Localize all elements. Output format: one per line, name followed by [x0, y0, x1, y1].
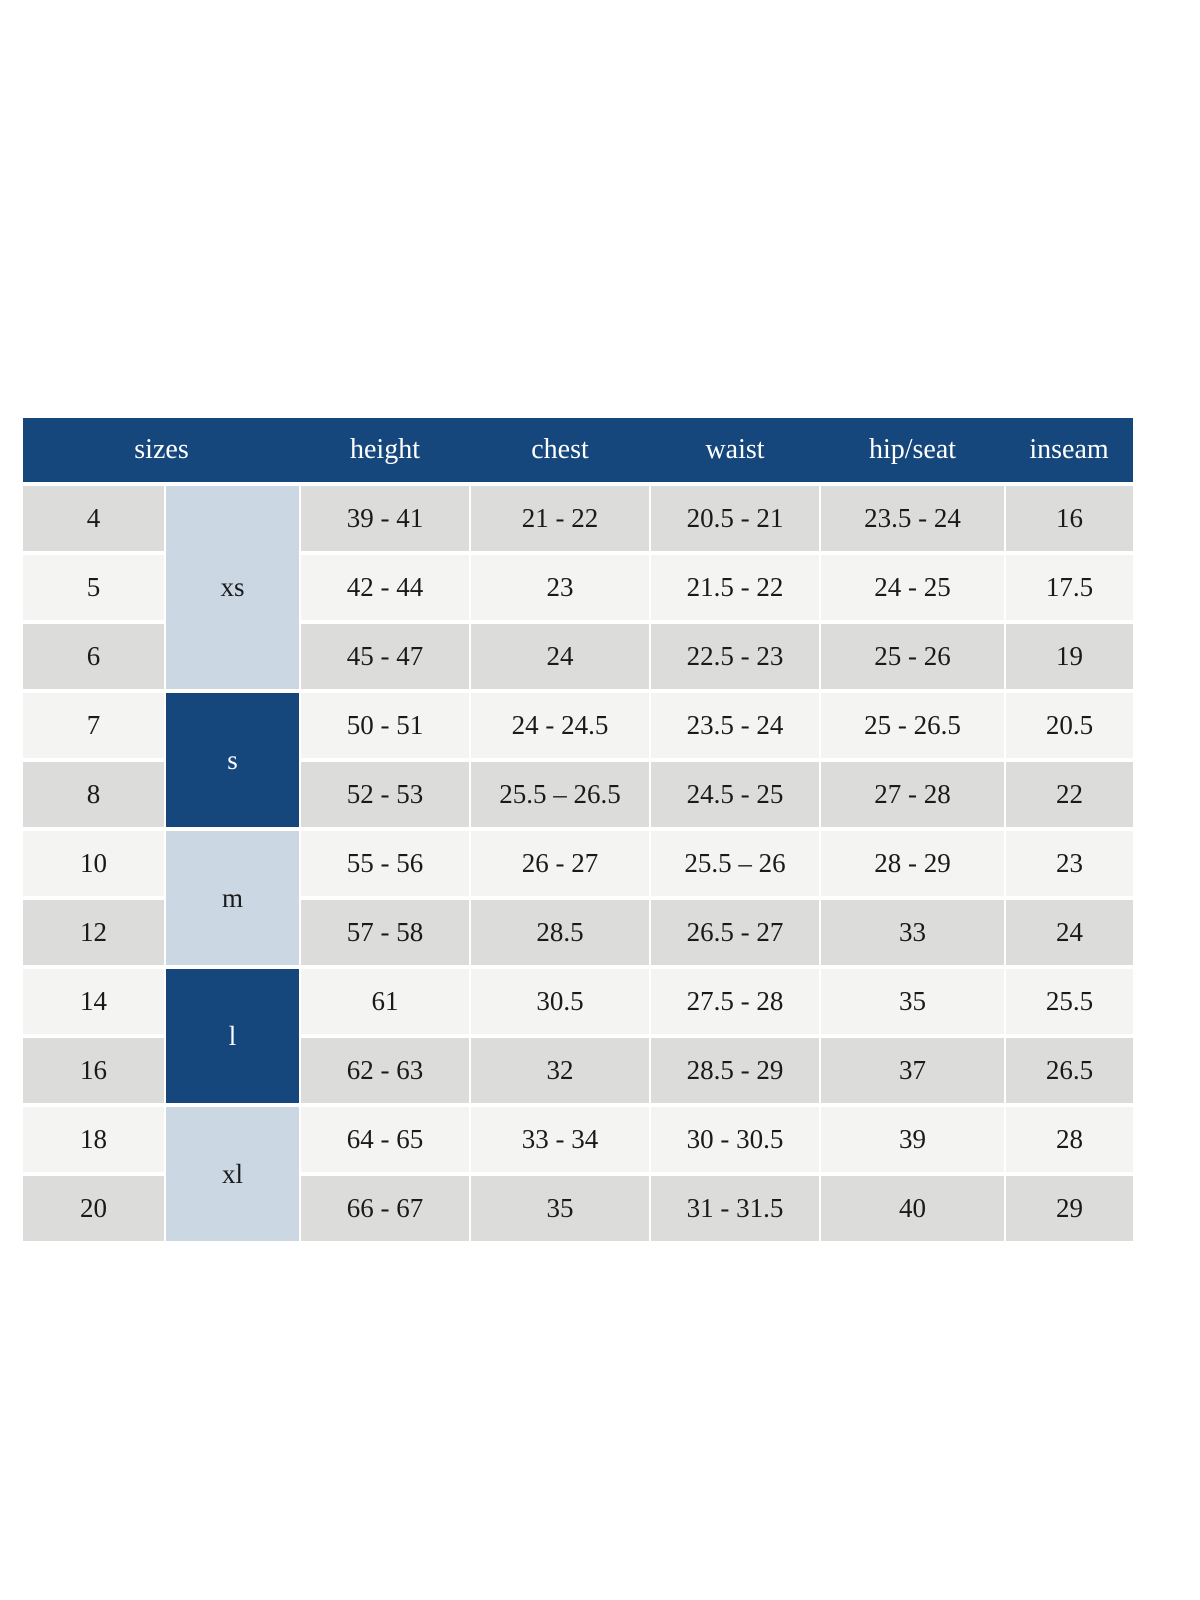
- inseam-cell: 23: [1005, 831, 1133, 896]
- group-cell-s: s: [165, 693, 300, 827]
- waist-cell: 24.5 - 25: [650, 762, 820, 827]
- height-cell: 66 - 67: [300, 1176, 470, 1241]
- inseam-cell: 28: [1005, 1107, 1133, 1172]
- chest-cell: 21 - 22: [470, 486, 650, 551]
- waist-cell: 25.5 – 26: [650, 831, 820, 896]
- height-cell: 55 - 56: [300, 831, 470, 896]
- height-cell: 52 - 53: [300, 762, 470, 827]
- table-row: 10 m 55 - 56 26 - 27 25.5 – 26 28 - 29 2…: [23, 831, 1133, 965]
- waist-cell: 22.5 - 23: [650, 624, 820, 689]
- size-cell: 18: [23, 1107, 165, 1172]
- size-cell: 10: [23, 831, 165, 896]
- header-cell-sizes: sizes: [23, 418, 300, 482]
- hip-seat-cell: 23.5 - 24: [820, 486, 1005, 551]
- chest-cell: 32: [470, 1038, 650, 1103]
- size-cell: 8: [23, 762, 165, 827]
- header-cell-inseam: inseam: [1005, 418, 1133, 482]
- header-cell-chest: chest: [470, 418, 650, 482]
- hip-seat-cell: 33: [820, 900, 1005, 965]
- chest-cell: 28.5: [470, 900, 650, 965]
- hip-seat-cell: 35: [820, 969, 1005, 1034]
- chest-cell: 25.5 – 26.5: [470, 762, 650, 827]
- inseam-cell: 24: [1005, 900, 1133, 965]
- hip-seat-cell: 39: [820, 1107, 1005, 1172]
- size-cell: 12: [23, 900, 165, 965]
- group-cell-xs: xs: [165, 486, 300, 689]
- size-cell: 6: [23, 624, 165, 689]
- table-row: 5 42 - 44 23 21.5 - 22 24 - 25 17.5: [23, 555, 1133, 620]
- table-row: 7 s 50 - 51 24 - 24.5 23.5 - 24 25 - 26.…: [23, 693, 1133, 827]
- height-cell: 50 - 51: [300, 693, 470, 758]
- table-row: 12 57 - 58 28.5 26.5 - 27 33 24: [23, 900, 1133, 965]
- table-row: 4 xs 39 - 41 21 - 22 20.5 - 21 23.5 - 24…: [23, 486, 1133, 689]
- table-row: 14 l 61 30.5 27.5 - 28 35 25.5: [23, 969, 1133, 1103]
- size-chart: sizes height chest waist hip/seat inseam…: [23, 414, 1133, 1245]
- chest-cell: 26 - 27: [470, 831, 650, 896]
- waist-cell: 28.5 - 29: [650, 1038, 820, 1103]
- size-cell: 5: [23, 555, 165, 620]
- inseam-cell: 17.5: [1005, 555, 1133, 620]
- height-cell: 64 - 65: [300, 1107, 470, 1172]
- group-cell-l: l: [165, 969, 300, 1103]
- waist-cell: 23.5 - 24: [650, 693, 820, 758]
- header-row: sizes height chest waist hip/seat inseam: [23, 418, 1133, 482]
- height-cell: 62 - 63: [300, 1038, 470, 1103]
- waist-cell: 26.5 - 27: [650, 900, 820, 965]
- height-cell: 45 - 47: [300, 624, 470, 689]
- size-cell: 7: [23, 693, 165, 758]
- chest-cell: 23: [470, 555, 650, 620]
- waist-cell: 30 - 30.5: [650, 1107, 820, 1172]
- inseam-cell: 29: [1005, 1176, 1133, 1241]
- inseam-cell: 16: [1005, 486, 1133, 551]
- header-cell-height: height: [300, 418, 470, 482]
- height-cell: 61: [300, 969, 470, 1034]
- chest-cell: 33 - 34: [470, 1107, 650, 1172]
- chest-cell: 35: [470, 1176, 650, 1241]
- table-row: 18 xl 64 - 65 33 - 34 30 - 30.5 39 28: [23, 1107, 1133, 1241]
- chest-cell: 24 - 24.5: [470, 693, 650, 758]
- inseam-cell: 22: [1005, 762, 1133, 827]
- hip-seat-cell: 25 - 26.5: [820, 693, 1005, 758]
- table-row: 6 45 - 47 24 22.5 - 23 25 - 26 19: [23, 624, 1133, 689]
- size-cell: 14: [23, 969, 165, 1034]
- group-cell-xl: xl: [165, 1107, 300, 1241]
- size-cell: 20: [23, 1176, 165, 1241]
- hip-seat-cell: 40: [820, 1176, 1005, 1241]
- header-cell-waist: waist: [650, 418, 820, 482]
- hip-seat-cell: 28 - 29: [820, 831, 1005, 896]
- table-row: 16 62 - 63 32 28.5 - 29 37 26.5: [23, 1038, 1133, 1103]
- hip-seat-cell: 37: [820, 1038, 1005, 1103]
- waist-cell: 27.5 - 28: [650, 969, 820, 1034]
- height-cell: 39 - 41: [300, 486, 470, 551]
- height-cell: 42 - 44: [300, 555, 470, 620]
- inseam-cell: 26.5: [1005, 1038, 1133, 1103]
- chest-cell: 24: [470, 624, 650, 689]
- chest-cell: 30.5: [470, 969, 650, 1034]
- hip-seat-cell: 27 - 28: [820, 762, 1005, 827]
- table-row: 20 66 - 67 35 31 - 31.5 40 29: [23, 1176, 1133, 1241]
- waist-cell: 20.5 - 21: [650, 486, 820, 551]
- header-cell-hip-seat: hip/seat: [820, 418, 1005, 482]
- inseam-cell: 19: [1005, 624, 1133, 689]
- waist-cell: 31 - 31.5: [650, 1176, 820, 1241]
- size-cell: 4: [23, 486, 165, 551]
- table-row: 8 52 - 53 25.5 – 26.5 24.5 - 25 27 - 28 …: [23, 762, 1133, 827]
- inseam-cell: 25.5: [1005, 969, 1133, 1034]
- waist-cell: 21.5 - 22: [650, 555, 820, 620]
- size-chart-table: sizes height chest waist hip/seat inseam…: [23, 414, 1133, 1245]
- hip-seat-cell: 24 - 25: [820, 555, 1005, 620]
- inseam-cell: 20.5: [1005, 693, 1133, 758]
- height-cell: 57 - 58: [300, 900, 470, 965]
- group-cell-m: m: [165, 831, 300, 965]
- size-cell: 16: [23, 1038, 165, 1103]
- hip-seat-cell: 25 - 26: [820, 624, 1005, 689]
